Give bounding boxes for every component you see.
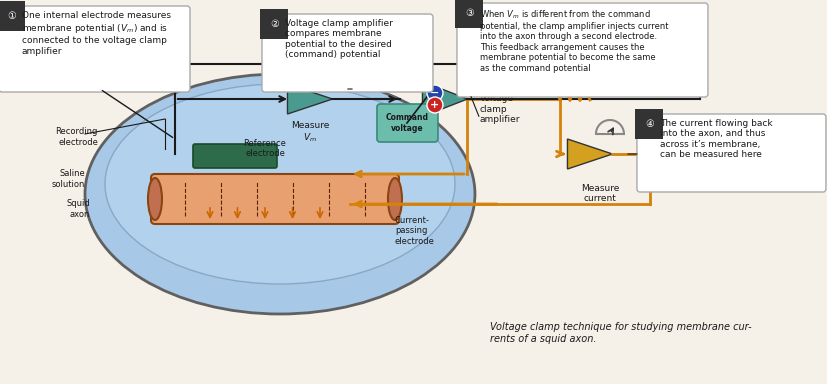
Polygon shape <box>288 84 332 114</box>
Polygon shape <box>423 81 467 116</box>
Text: ④: ④ <box>645 119 653 129</box>
Text: Reference
electrode: Reference electrode <box>243 139 286 159</box>
Text: Saline
solution: Saline solution <box>51 169 85 189</box>
FancyBboxPatch shape <box>193 144 277 168</box>
FancyBboxPatch shape <box>151 174 399 224</box>
Text: When $V_m$ is different from the command
potential, the clamp amplifier injects : When $V_m$ is different from the command… <box>480 8 668 73</box>
Text: Voltage clamp amplifier
compares membrane
potential to the desired
(command) pot: Voltage clamp amplifier compares membran… <box>285 19 393 59</box>
Text: One internal electrode measures
membrane potential ($V_m$) and is
connected to t: One internal electrode measures membrane… <box>22 11 171 56</box>
Text: Voltage clamp technique for studying membrane cur-
rents of a squid axon.: Voltage clamp technique for studying mem… <box>490 323 752 344</box>
Text: ①: ① <box>7 11 16 21</box>
FancyBboxPatch shape <box>637 114 826 192</box>
Text: +: + <box>430 100 440 110</box>
Text: Measure
$V_m$: Measure $V_m$ <box>291 121 329 144</box>
Circle shape <box>427 97 443 113</box>
Text: Recording
electrode: Recording electrode <box>55 127 98 147</box>
Polygon shape <box>567 139 613 169</box>
Text: Squid
axon: Squid axon <box>66 199 90 219</box>
Ellipse shape <box>105 84 455 284</box>
Text: Voltage
clamp
amplifier: Voltage clamp amplifier <box>480 94 520 124</box>
Text: ②: ② <box>270 19 279 29</box>
Text: ③: ③ <box>465 8 474 18</box>
Text: Current-
passing
electrode: Current- passing electrode <box>395 216 435 246</box>
FancyBboxPatch shape <box>262 14 433 92</box>
Text: Measure
current: Measure current <box>581 184 619 204</box>
Text: Command
voltage: Command voltage <box>385 113 428 133</box>
Ellipse shape <box>388 178 402 220</box>
Ellipse shape <box>148 178 162 220</box>
FancyBboxPatch shape <box>377 104 438 142</box>
FancyBboxPatch shape <box>0 6 190 92</box>
Ellipse shape <box>85 74 475 314</box>
FancyBboxPatch shape <box>457 3 708 97</box>
Circle shape <box>427 85 443 101</box>
Text: −: − <box>430 88 440 98</box>
Text: The current flowing back
into the axon, and thus
across it’s membrane,
can be me: The current flowing back into the axon, … <box>660 119 772 159</box>
